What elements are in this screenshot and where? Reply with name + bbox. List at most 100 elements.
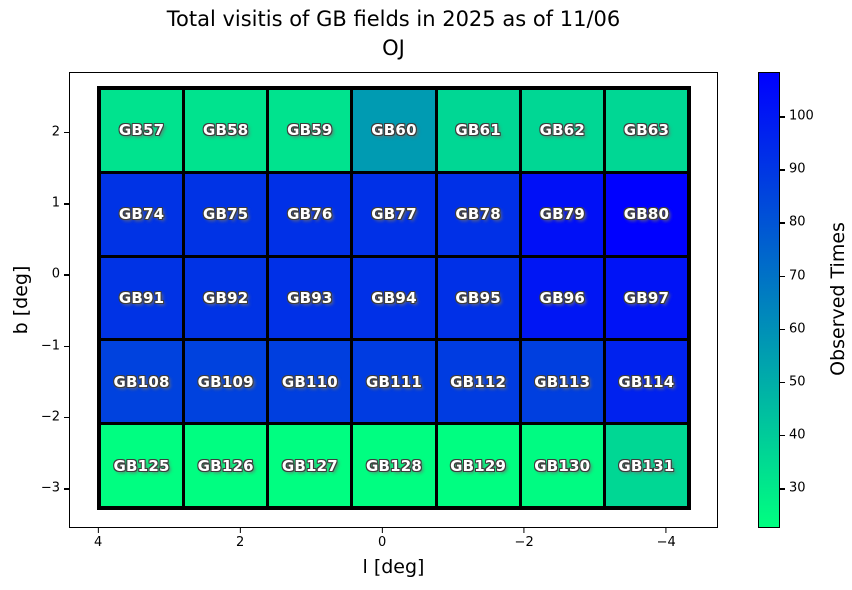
colorbar-tick: 40	[780, 427, 830, 443]
field-cell: GB93	[269, 257, 351, 339]
y-axis-ticks: 2 1 0 −1 −2 −3	[0, 72, 69, 528]
field-label: GB58	[203, 121, 249, 140]
x-axis-ticks: 4 2 0 −2 −4	[69, 528, 718, 556]
field-label: GB127	[281, 456, 338, 475]
field-cell: GB109	[185, 341, 267, 423]
field-label: GB96	[539, 288, 585, 307]
colorbar-tick-label: 50	[789, 374, 806, 390]
field-cell: GB94	[353, 257, 435, 339]
x-tick-mark	[665, 528, 667, 533]
y-tick-label: 2	[51, 124, 60, 140]
y-tick-label: 0	[51, 266, 60, 282]
field-cell: GB129	[437, 425, 519, 506]
colorbar-label: Observed Times	[827, 222, 849, 376]
field-label: GB111	[365, 372, 423, 391]
field-cell: GB60	[353, 90, 435, 171]
field-label: GB77	[371, 205, 417, 224]
field-cell: GB58	[185, 90, 267, 171]
field-cell: GB130	[521, 425, 603, 506]
field-label: GB60	[371, 121, 417, 140]
field-label: GB114	[618, 372, 675, 391]
field-cell: GB78	[437, 173, 519, 255]
x-axis-label: l [deg]	[362, 556, 425, 578]
field-cell: GB63	[605, 90, 687, 171]
y-tick-label: 1	[51, 195, 60, 211]
colorbar-tick: 60	[780, 321, 830, 337]
chart-title-line1: Total visitis of GB fields in 2025 as of…	[166, 7, 621, 31]
field-cell: GB77	[353, 173, 435, 255]
field-cell: GB61	[437, 90, 519, 171]
y-tick: 1	[9, 195, 69, 211]
field-label: GB108	[113, 372, 170, 391]
colorbar-tick-label: 90	[789, 161, 806, 177]
colorbar-tick-mark	[780, 169, 785, 171]
field-label: GB80	[623, 205, 670, 224]
plot-area: GB57 GB58 GB59 GB60 GB61 GB62 GB63 GB74 GB75 GB76…	[69, 72, 718, 528]
field-cell: GB80	[605, 173, 687, 255]
colorbar-tick-mark	[780, 328, 785, 331]
field-cell: GB79	[521, 173, 603, 255]
field-cell: GB95	[437, 257, 519, 339]
field-label: GB128	[365, 456, 423, 475]
field-label: GB92	[203, 288, 249, 307]
field-cell: GB127	[269, 425, 351, 506]
field-label: GB93	[287, 288, 333, 307]
colorbar-tick: 70	[780, 268, 830, 284]
colorbar-tick: 30	[780, 480, 830, 496]
y-tick-mark	[64, 488, 69, 490]
x-tick: −4	[657, 528, 676, 550]
chart-title: Total visitis of GB fields in 2025 as of…	[69, 5, 718, 63]
colorbar-tick: 80	[780, 214, 830, 230]
field-cell: GB126	[185, 425, 267, 506]
colorbar-tick-label: 70	[789, 268, 806, 284]
colorbar-tick-mark	[780, 222, 785, 224]
x-tick: 0	[378, 528, 386, 550]
colorbar-tick: 50	[780, 374, 830, 390]
field-cell: GB92	[185, 257, 267, 339]
field-cell: GB131	[605, 425, 687, 506]
x-tick: 2	[236, 528, 244, 550]
y-tick-label: −1	[40, 338, 60, 354]
field-cell: GB57	[101, 90, 183, 171]
x-tick-label: 4	[93, 535, 103, 550]
y-axis-label: b [deg]	[10, 265, 32, 335]
field-cell: GB125	[101, 425, 183, 506]
field-label: GB113	[534, 372, 591, 391]
field-label: GB78	[455, 205, 501, 224]
field-cell: GB108	[101, 341, 183, 423]
field-cell: GB91	[101, 257, 183, 339]
x-tick-mark	[381, 528, 383, 533]
x-tick-label: −2	[514, 535, 534, 550]
field-label: GB75	[203, 205, 249, 224]
y-tick-mark	[64, 416, 69, 419]
field-cell: GB74	[101, 173, 183, 255]
y-tick-label: −2	[40, 409, 60, 425]
field-cell: GB76	[269, 173, 351, 255]
y-tick-mark	[64, 203, 69, 205]
field-label: GB57	[118, 121, 165, 140]
field-label: GB59	[287, 121, 333, 140]
heatmap-grid: GB57 GB58 GB59 GB60 GB61 GB62 GB63 GB74 GB75 GB76…	[97, 86, 691, 510]
y-tick: −2	[9, 409, 69, 425]
x-tick-mark	[523, 528, 525, 533]
field-label: GB126	[197, 456, 254, 475]
field-cell: GB59	[269, 90, 351, 171]
field-label: GB79	[539, 205, 585, 224]
x-tick: −2	[515, 528, 534, 550]
field-label: GB125	[113, 456, 170, 475]
y-tick-mark	[64, 274, 69, 276]
y-tick-mark	[64, 131, 69, 134]
colorbar-ticks: 100 90 80 70 60 50 40 30	[780, 72, 840, 528]
field-label: GB76	[287, 205, 333, 224]
colorbar-tick-label: 100	[789, 108, 814, 124]
x-tick-label: 0	[377, 535, 387, 550]
colorbar-tick-mark	[780, 116, 785, 118]
field-cell: GB97	[605, 257, 687, 339]
field-label: GB94	[371, 288, 417, 307]
field-cell: GB62	[521, 90, 603, 171]
x-tick-mark	[97, 528, 99, 533]
x-tick-label: 2	[235, 535, 245, 550]
x-tick-mark	[239, 528, 241, 533]
field-cell: GB128	[353, 425, 435, 506]
field-cell: GB111	[353, 341, 435, 423]
